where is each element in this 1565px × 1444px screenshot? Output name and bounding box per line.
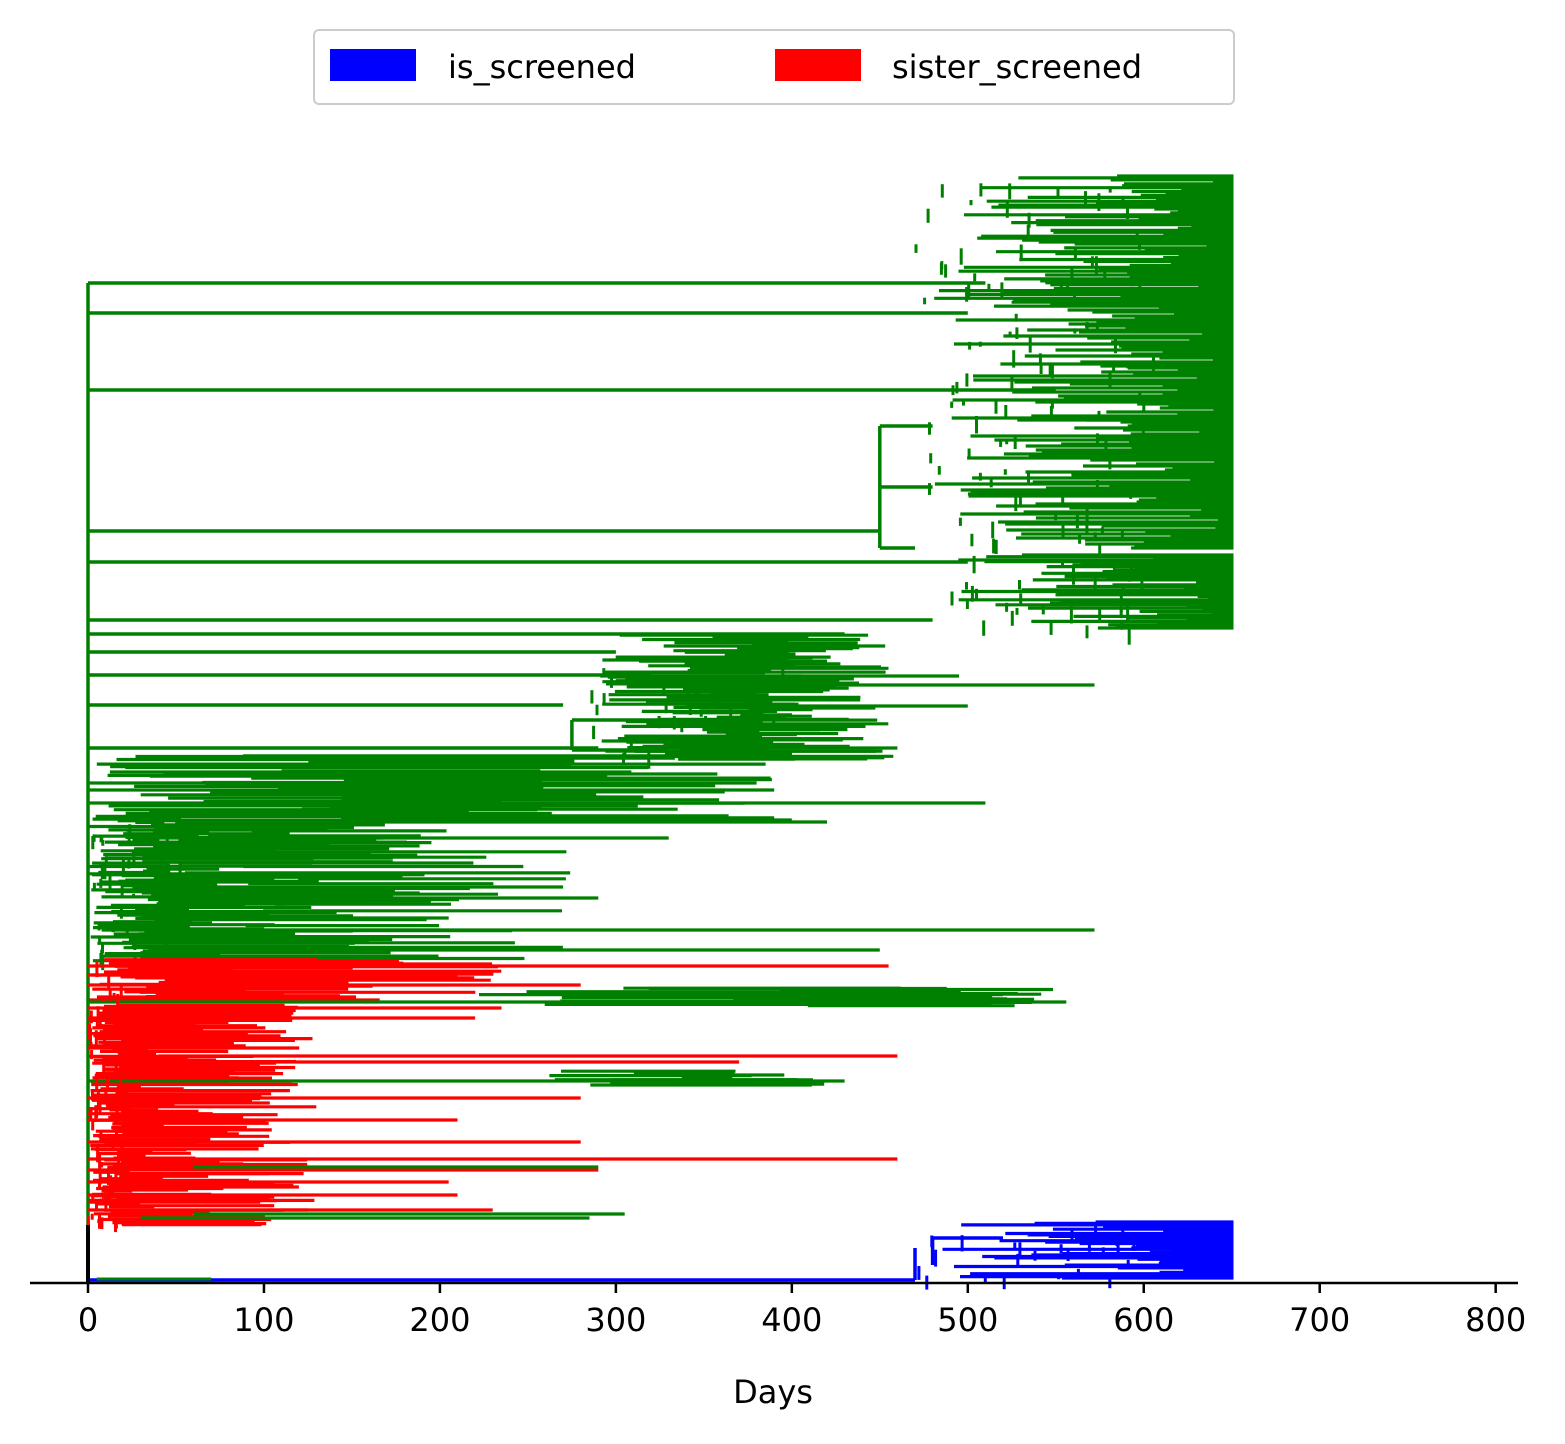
legend: is_screened sister_screened [313, 29, 1235, 105]
legend-frame [313, 29, 1235, 105]
legend-swatch-is-screened [330, 49, 416, 81]
x-tick-label: 600 [1113, 1301, 1174, 1339]
x-tick-label: 800 [1465, 1301, 1526, 1339]
x-tick-label: 200 [409, 1301, 470, 1339]
legend-swatch-sister-screened [775, 49, 861, 81]
x-tick-label: 0 [78, 1301, 98, 1339]
x-tick-label: 500 [937, 1301, 998, 1339]
x-tick-label: 400 [761, 1301, 822, 1339]
x-tick-label: 700 [1289, 1301, 1350, 1339]
x-tick-label: 300 [585, 1301, 646, 1339]
x-axis-title: Days [733, 1373, 813, 1411]
x-ticks: 0 100 200 300 400 500 600 700 800 [78, 1283, 1526, 1339]
x-tick-label: 100 [233, 1301, 294, 1339]
x-axis: 0 100 200 300 400 500 600 700 800 Days [30, 1281, 1526, 1411]
tree-branches [86, 174, 1234, 1290]
legend-label-sister-screened: sister_screened [892, 48, 1142, 86]
legend-label-is-screened: is_screened [448, 48, 636, 86]
